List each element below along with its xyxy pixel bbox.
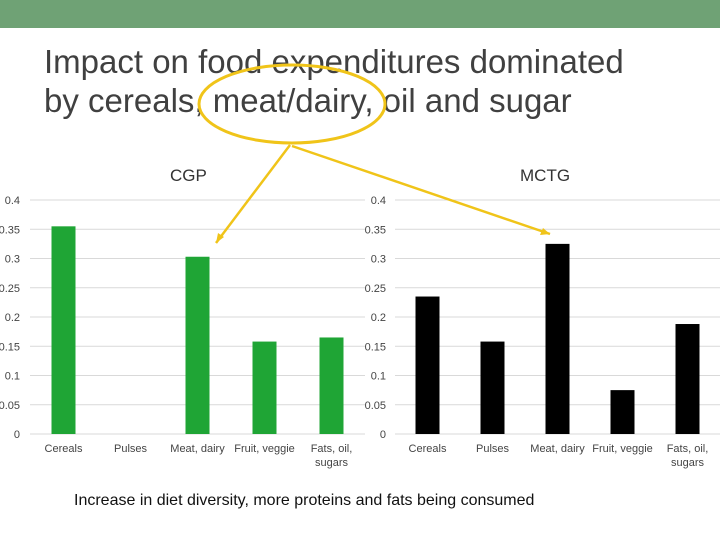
mctg-bar-1 xyxy=(480,341,505,434)
mctg-x-tick-label: sugars xyxy=(671,457,705,469)
cgp-y-tick-label: 0.05 xyxy=(0,400,20,412)
mctg-y-tick-label: 0.2 xyxy=(371,312,386,324)
cgp-x-tick-label: Cereals xyxy=(45,443,83,455)
arrow-head-mctg xyxy=(540,228,550,235)
mctg-bar-3 xyxy=(610,390,635,434)
mctg-y-tick-label: 0.05 xyxy=(365,400,386,412)
mctg-y-tick-label: 0.25 xyxy=(365,283,386,295)
slide-title: Impact on food expenditures dominated by… xyxy=(44,42,684,120)
cgp-y-tick-label: 0.3 xyxy=(5,254,20,266)
cgp-x-tick-label: Fats, oil, xyxy=(311,443,353,455)
mctg-x-tick-label: Cereals xyxy=(409,443,447,455)
mctg-y-tick-label: 0 xyxy=(380,429,386,441)
cgp-y-tick-label: 0.1 xyxy=(5,371,20,383)
annotations xyxy=(197,63,551,244)
mctg-x-tick-label: Pulses xyxy=(476,443,510,455)
slide-title-line-1: Impact on food expenditures dominated xyxy=(44,43,624,80)
mctg-y-tick-label: 0.4 xyxy=(371,195,386,207)
cgp-x-tick-label: Meat, dairy xyxy=(170,443,225,455)
top-accent-bar xyxy=(0,0,720,28)
cgp-chart-title: CGP xyxy=(170,166,207,185)
cgp-y-tick-label: 0.15 xyxy=(0,341,20,353)
cgp-bar-chart: 0 0.05 0.1 0.15 0.2 0.25 0.3 0.35 0.4 Cereals Puls… xyxy=(0,195,365,469)
cgp-x-tick-label: Pulses xyxy=(114,443,148,455)
highlight-ellipse xyxy=(197,63,387,145)
cgp-y-tick-label: 0.35 xyxy=(0,224,20,236)
cgp-y-tick-label: 0 xyxy=(14,429,20,441)
arrow-to-cgp-meat xyxy=(215,144,291,244)
slide-title-line-2: by cereals, meat/dairy, oil and sugar xyxy=(44,82,572,119)
cgp-x-tick-label: sugars xyxy=(315,457,349,469)
cgp-y-tick-label: 0.2 xyxy=(5,312,20,324)
cgp-bar-3 xyxy=(252,341,277,434)
mctg-y-tick-label: 0.1 xyxy=(371,371,386,383)
arrow-to-mctg-meat xyxy=(291,144,551,236)
cgp-bar-0 xyxy=(51,226,76,434)
mctg-y-tick-label: 0.3 xyxy=(371,254,386,266)
cgp-bar-2 xyxy=(185,256,210,434)
mctg-bar-2 xyxy=(545,243,570,434)
mctg-x-tick-label: Fats, oil, xyxy=(667,443,709,455)
mctg-chart-title: MCTG xyxy=(520,166,571,185)
mctg-bar-0 xyxy=(415,296,440,434)
mctg-y-tick-label: 0.35 xyxy=(365,224,386,236)
mctg-bar-chart: 0 0.05 0.1 0.15 0.2 0.25 0.3 0.35 0.4 Cereals Puls… xyxy=(365,195,720,469)
cgp-x-tick-label: Fruit, veggie xyxy=(234,443,295,455)
mctg-bar-4 xyxy=(675,324,700,434)
cgp-y-tick-label: 0.25 xyxy=(0,283,20,295)
cgp-y-tick-label: 0.4 xyxy=(5,195,20,207)
mctg-x-tick-label: Fruit, veggie xyxy=(592,443,653,455)
mctg-x-tick-label: Meat, dairy xyxy=(530,443,585,455)
mctg-y-tick-label: 0.15 xyxy=(365,341,386,353)
cgp-bar-4 xyxy=(319,337,344,434)
arrow-head-cgp xyxy=(216,233,224,243)
slide-footer-note: Increase in diet diversity, more protein… xyxy=(74,492,535,509)
